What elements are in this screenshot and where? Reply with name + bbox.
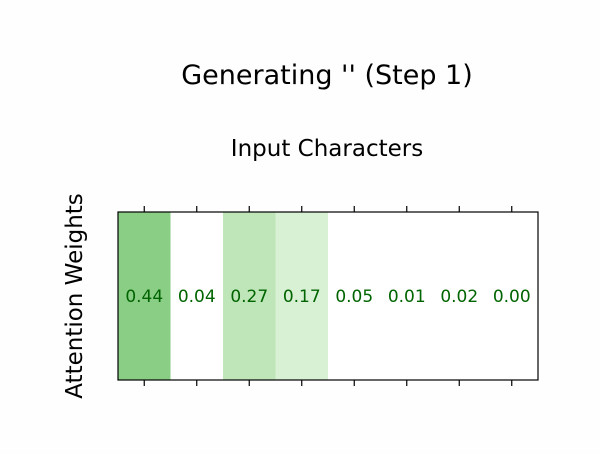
ticks-layer bbox=[143, 206, 513, 386]
value-label-5: 0.01 bbox=[388, 287, 426, 307]
value-labels-layer: 0.44 0.04 0.27 0.17 0.05 0.01 0.02 0.00 bbox=[125, 287, 530, 307]
value-label-6: 0.02 bbox=[440, 287, 478, 307]
x-axis-label: Input Characters bbox=[231, 136, 423, 162]
heatmap-cell-0 bbox=[118, 212, 171, 380]
heatmap-cell-1 bbox=[170, 212, 224, 380]
heatmap-cell-2 bbox=[223, 212, 276, 380]
plot-frame bbox=[117, 211, 539, 381]
value-label-1: 0.04 bbox=[178, 287, 216, 307]
cells-layer bbox=[118, 212, 539, 380]
value-label-0: 0.44 bbox=[125, 287, 163, 307]
value-label-7: 0.00 bbox=[493, 287, 531, 307]
value-label-4: 0.05 bbox=[335, 287, 373, 307]
heatmap-cell-3 bbox=[275, 212, 329, 380]
value-label-3: 0.17 bbox=[283, 287, 321, 307]
heatmap-cell-7 bbox=[485, 212, 539, 380]
y-axis-label: Attention Weights bbox=[62, 193, 88, 399]
value-label-2: 0.27 bbox=[230, 287, 268, 307]
heatmap-cell-5 bbox=[380, 212, 434, 380]
heatmap-cell-6 bbox=[433, 212, 486, 380]
chart-title: Generating '' (Step 1) bbox=[181, 60, 473, 91]
heatmap-cell-4 bbox=[328, 212, 381, 380]
